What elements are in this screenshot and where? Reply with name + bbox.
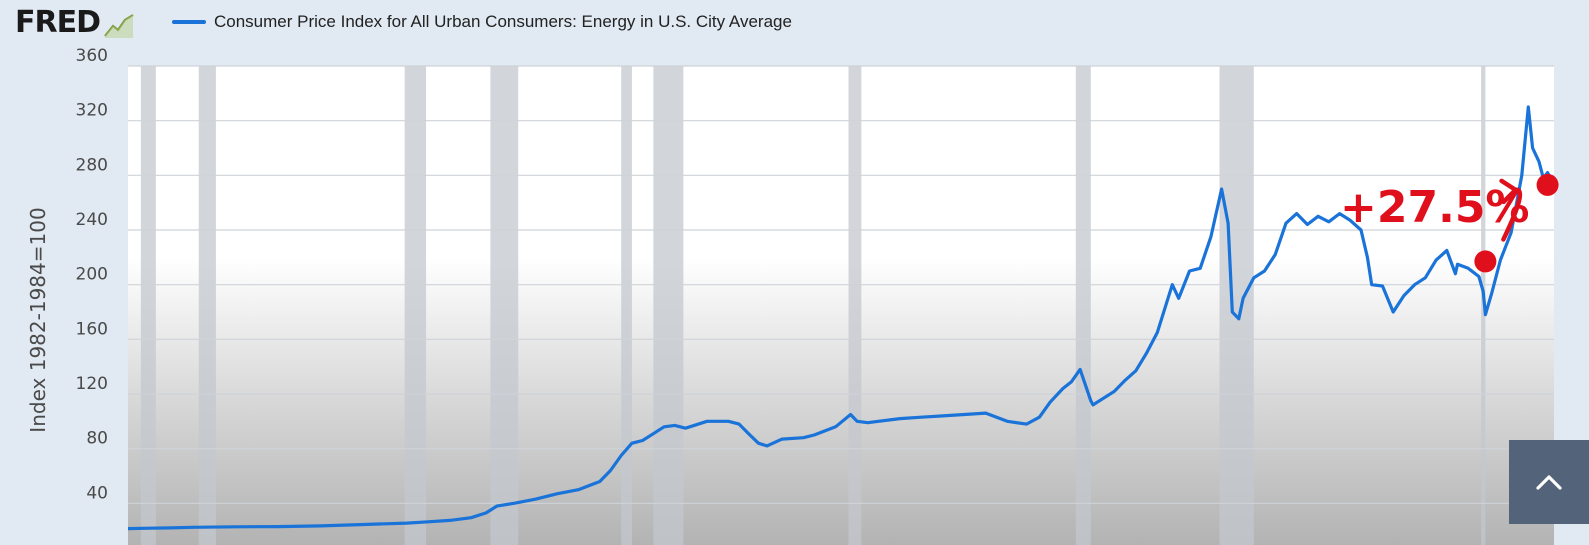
annotation: +27.5% [1340,173,1559,273]
y-tick-label: 280 [76,155,108,175]
series-line-energy-cpi [127,105,1556,531]
y-axis-title: Index 1982-1984=100 [26,207,50,432]
gridlines [128,65,1554,504]
line-chart-icon [104,14,134,38]
chevron-up-icon [1536,475,1562,490]
fred-logo[interactable]: FRED [15,8,135,38]
y-tick-label: 240 [76,210,108,230]
y-tick-label: 360 [76,46,108,66]
recession-band-8 [1219,66,1254,545]
recession-band-6 [848,66,862,545]
legend-label: Consumer Price Index for All Urban Consu… [214,12,792,31]
recession-band-7 [1075,66,1091,545]
annotation-label: +27.5% [1340,182,1530,233]
annotation-end-marker [1536,173,1559,196]
legend-swatch [172,20,206,24]
annotation-start-marker [1474,250,1497,273]
y-axis-ticks: 40 80 120 160 200 240 280 320 360 [76,46,108,503]
logo-text: FRED [15,5,101,40]
recession-band-0 [140,66,156,545]
y-tick-label: 120 [76,374,108,394]
recession-band-2 [404,66,427,545]
y-tick-label: 200 [76,265,108,285]
chart-header: FRED Consumer Price Index for All Urban … [0,0,1589,50]
recession-band-1 [198,66,216,545]
y-tick-label: 80 [86,429,108,449]
y-tick-label: 160 [76,319,108,339]
y-tick-label: 40 [86,483,108,503]
y-tick-label: 320 [76,101,108,121]
scroll-to-top-button[interactable] [1509,440,1589,524]
annotation-arrowhead [1499,178,1518,205]
recession-bands [140,66,1486,545]
recession-band-4 [621,66,632,545]
recession-band-3 [490,66,519,545]
legend: Consumer Price Index for All Urban Consu… [172,12,792,32]
recession-band-5 [653,66,684,545]
plot-area [128,66,1554,545]
